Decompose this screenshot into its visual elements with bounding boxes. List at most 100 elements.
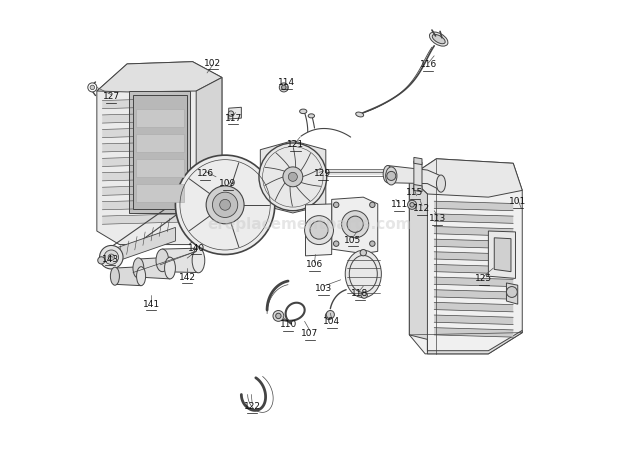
Ellipse shape <box>432 34 445 44</box>
Polygon shape <box>102 185 186 195</box>
Polygon shape <box>102 156 186 166</box>
Polygon shape <box>102 199 186 210</box>
Text: 107: 107 <box>301 329 319 338</box>
Polygon shape <box>434 201 513 211</box>
Text: 111: 111 <box>391 200 408 209</box>
Text: 129: 129 <box>314 169 331 178</box>
Polygon shape <box>494 238 511 272</box>
Polygon shape <box>130 91 190 213</box>
Circle shape <box>334 241 339 246</box>
Polygon shape <box>434 226 513 236</box>
Polygon shape <box>97 62 222 92</box>
Polygon shape <box>434 315 513 324</box>
Text: 106: 106 <box>306 260 323 270</box>
Polygon shape <box>260 141 326 213</box>
Text: 104: 104 <box>323 317 340 326</box>
Polygon shape <box>229 107 241 119</box>
Circle shape <box>407 200 417 209</box>
Text: 126: 126 <box>197 169 214 178</box>
Polygon shape <box>409 159 522 354</box>
Circle shape <box>326 312 332 319</box>
Circle shape <box>228 111 234 116</box>
Circle shape <box>507 287 517 298</box>
Circle shape <box>342 211 369 238</box>
Ellipse shape <box>386 167 397 185</box>
Circle shape <box>88 83 97 92</box>
Polygon shape <box>434 290 513 299</box>
Polygon shape <box>102 214 186 224</box>
Polygon shape <box>434 239 513 249</box>
Polygon shape <box>97 62 222 245</box>
Polygon shape <box>434 214 513 223</box>
Polygon shape <box>115 267 141 286</box>
Ellipse shape <box>156 249 169 272</box>
Text: 113: 113 <box>428 214 446 223</box>
Text: 143: 143 <box>102 255 119 264</box>
Polygon shape <box>332 197 378 254</box>
Circle shape <box>213 192 237 217</box>
Text: 102: 102 <box>205 58 221 67</box>
Polygon shape <box>136 159 184 177</box>
Circle shape <box>361 292 368 299</box>
Circle shape <box>326 310 334 318</box>
Circle shape <box>281 85 286 90</box>
Ellipse shape <box>110 267 120 285</box>
Text: 103: 103 <box>315 284 332 294</box>
Circle shape <box>370 202 375 207</box>
Circle shape <box>347 216 363 232</box>
Polygon shape <box>507 283 518 304</box>
Circle shape <box>360 250 366 256</box>
Text: 114: 114 <box>278 78 295 87</box>
Circle shape <box>410 202 414 207</box>
Polygon shape <box>138 257 170 279</box>
Polygon shape <box>434 302 513 312</box>
Text: 105: 105 <box>344 236 361 245</box>
Ellipse shape <box>345 250 381 298</box>
Ellipse shape <box>430 32 448 46</box>
Polygon shape <box>136 134 184 152</box>
Text: 122: 122 <box>244 402 260 411</box>
Polygon shape <box>306 204 332 256</box>
Text: 112: 112 <box>414 204 430 213</box>
Ellipse shape <box>383 165 392 183</box>
Circle shape <box>288 172 298 181</box>
Text: 141: 141 <box>143 300 159 308</box>
Text: 125: 125 <box>476 274 492 283</box>
Circle shape <box>219 199 231 210</box>
Circle shape <box>90 85 95 90</box>
Text: 115: 115 <box>406 188 423 197</box>
Circle shape <box>276 313 281 318</box>
Polygon shape <box>434 265 513 274</box>
Text: 140: 140 <box>188 244 205 253</box>
Ellipse shape <box>436 175 446 192</box>
Text: 142: 142 <box>179 273 196 282</box>
Text: 117: 117 <box>224 114 242 123</box>
Polygon shape <box>414 184 422 192</box>
Circle shape <box>175 155 275 255</box>
Circle shape <box>100 246 123 269</box>
Polygon shape <box>427 330 522 354</box>
Polygon shape <box>489 231 515 279</box>
Polygon shape <box>102 142 186 152</box>
Text: 118: 118 <box>351 289 368 298</box>
Ellipse shape <box>192 248 205 273</box>
Circle shape <box>279 83 288 92</box>
Text: 109: 109 <box>219 179 236 188</box>
Circle shape <box>283 167 303 187</box>
Polygon shape <box>102 170 186 181</box>
Polygon shape <box>388 165 441 190</box>
Polygon shape <box>196 77 222 230</box>
Circle shape <box>104 250 118 265</box>
Polygon shape <box>110 227 175 264</box>
Ellipse shape <box>308 114 314 118</box>
Polygon shape <box>414 157 422 164</box>
Circle shape <box>334 202 339 207</box>
Polygon shape <box>136 109 184 127</box>
Circle shape <box>387 171 396 180</box>
Polygon shape <box>434 328 513 337</box>
Ellipse shape <box>356 112 364 117</box>
Polygon shape <box>136 183 184 202</box>
Polygon shape <box>434 277 513 287</box>
Circle shape <box>98 257 105 264</box>
Polygon shape <box>414 161 422 189</box>
